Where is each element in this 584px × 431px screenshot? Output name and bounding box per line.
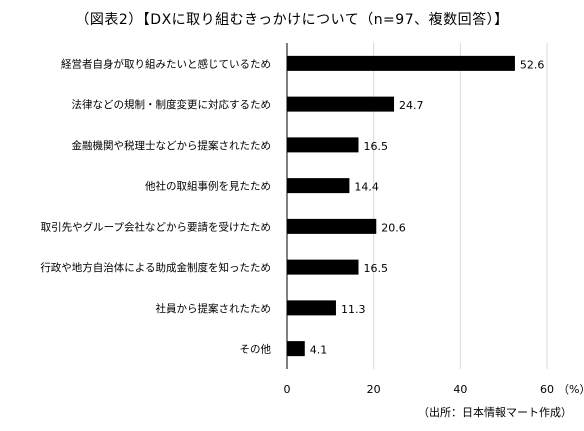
x-tick-label: 60	[540, 383, 554, 396]
x-axis-ticks: 0 20 40 60 （%）	[284, 383, 584, 396]
gridlines	[286, 43, 548, 369]
category-label: 他社の取組事例を見たため	[145, 180, 271, 193]
value-label: 4.1	[310, 344, 328, 357]
value-label: 16.5	[364, 140, 389, 153]
value-label: 24.7	[399, 99, 424, 112]
x-tick-label: 0	[284, 383, 291, 396]
value-label: 14.4	[354, 181, 379, 194]
bar	[287, 137, 359, 153]
bars	[287, 55, 515, 357]
category-label: 行政や地方自治体による助成金制度を知ったため	[40, 261, 271, 274]
bar	[287, 341, 305, 357]
bar	[287, 96, 395, 112]
source-note: （出所：日本情報マート作成）	[418, 406, 572, 419]
x-tick-label: 40	[453, 383, 467, 396]
bar	[287, 178, 350, 194]
bar	[287, 259, 359, 275]
x-tick-label: 20	[367, 383, 381, 396]
value-label: 20.6	[381, 221, 406, 234]
category-label: 社員から提案されたため	[156, 302, 272, 315]
x-axis-unit-label: （%）	[558, 383, 584, 396]
category-label: 法律などの規制・制度変更に対応するため	[72, 98, 272, 111]
category-label: 経営者自身が取り組みたいと感じているため	[61, 57, 271, 70]
category-label: 取引先やグループ会社などから要請を受けたため	[41, 220, 271, 233]
bar	[287, 300, 336, 316]
bar	[287, 55, 515, 71]
category-label: その他	[240, 343, 272, 356]
bar	[287, 218, 377, 234]
category-label: 金融機関や税理士などから提案されたため	[72, 139, 272, 152]
value-labels: 52.6 24.7 16.5 14.4 20.6 16.5 11.3 4.1	[310, 58, 545, 356]
value-label: 52.6	[520, 58, 545, 71]
category-labels: 経営者自身が取り組みたいと感じているため法律などの規制・制度変更に対応するため金…	[40, 57, 271, 355]
value-label: 11.3	[341, 303, 366, 316]
value-label: 16.5	[364, 262, 389, 275]
chart-title: （図表2）【DXに取り組むきっかけについて（n=97、複数回答）】	[75, 12, 509, 28]
